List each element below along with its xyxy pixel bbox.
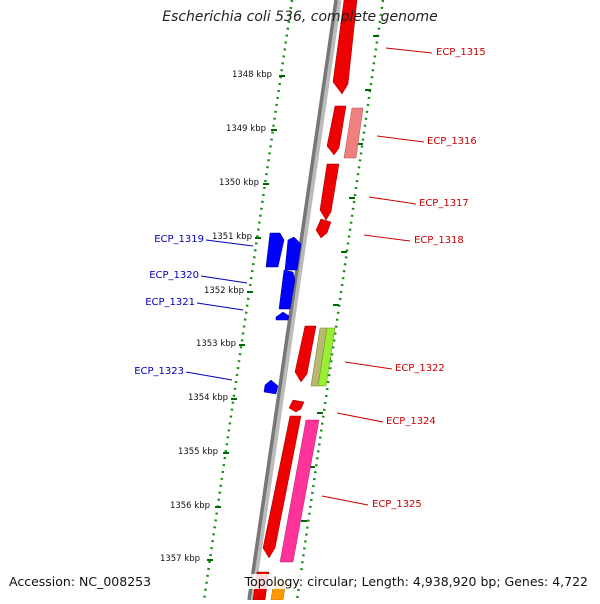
leader-line (363, 234, 411, 242)
topology-text: Topology: circular; Length: 4,938,920 bp… (242, 574, 590, 589)
leader-line (344, 361, 393, 370)
reverse-genes (263, 232, 302, 395)
gene-ecp-1320[interactable] (278, 269, 296, 310)
gene-label-ecp-1317[interactable]: ECP_1317 (419, 198, 469, 209)
gene-label-ecp-1325[interactable]: ECP_1325 (372, 499, 422, 510)
tick-label: 1355 kbp (178, 447, 218, 457)
leader-line (200, 275, 248, 284)
gene-label-ecp-1315[interactable]: ECP_1315 (436, 47, 486, 58)
gene-ecp-1315[interactable] (332, 0, 358, 95)
gene-label-ecp-1316[interactable]: ECP_1316 (427, 136, 477, 147)
gene-label-ecp-1321[interactable]: ECP_1321 (145, 297, 195, 308)
gene-ecp-1319-b[interactable] (284, 236, 302, 271)
leader-line (205, 239, 254, 247)
accession-text: Accession: NC_008253 (9, 574, 152, 589)
outer-track-right (295, 0, 385, 601)
gene-ecp-1316-b[interactable] (343, 107, 364, 159)
tick-label: 1349 kbp (226, 124, 266, 134)
gene-label-ecp-1324[interactable]: ECP_1324 (386, 416, 436, 427)
gene-ecp-1317[interactable] (319, 163, 340, 221)
leader-line (376, 135, 425, 143)
tick-label: 1357 kbp (160, 554, 200, 564)
gene-ecp-1316-a[interactable] (326, 105, 347, 156)
gene-ecp-1322-c[interactable] (317, 327, 336, 387)
gene-label-ecp-1323[interactable]: ECP_1323 (134, 366, 184, 377)
tick-label: 1354 kbp (188, 393, 228, 403)
gene-label-ecp-1322[interactable]: ECP_1322 (395, 363, 445, 374)
gene-label-ecp-1320[interactable]: ECP_1320 (149, 270, 199, 281)
tick-label: 1350 kbp (219, 178, 259, 188)
leader-line (185, 371, 233, 381)
right-track-ticks (301, 35, 379, 522)
leader-line (321, 495, 369, 506)
gene-ecp-1319-a[interactable] (265, 232, 285, 268)
tick-label: 1356 kbp (170, 501, 210, 511)
tick-label: 1348 kbp (232, 70, 272, 80)
outer-track-left (202, 0, 294, 601)
gene-ecp-1324[interactable] (288, 399, 305, 413)
scale-ticks (207, 75, 285, 561)
forward-genes (252, 0, 364, 601)
tick-label: 1353 kbp (196, 339, 236, 349)
backbone-line (247, 0, 338, 601)
gene-ecp-1318[interactable] (315, 218, 332, 239)
gene-ecp-1321[interactable] (275, 311, 290, 321)
backbone-shadow (247, 0, 342, 601)
gene-ecp-1323[interactable] (263, 379, 279, 395)
page-title: Escherichia coli 536, complete genome (162, 9, 438, 25)
gene-ecp-1325-b[interactable] (279, 419, 320, 563)
gene-label-ecp-1318[interactable]: ECP_1318 (414, 235, 464, 246)
leader-line (385, 47, 433, 54)
tick-label: 1352 kbp (204, 286, 244, 296)
leader-line (336, 412, 384, 423)
gene-ecp-1322-a[interactable] (294, 325, 317, 383)
gene-label-ecp-1319[interactable]: ECP_1319 (154, 234, 204, 245)
leader-line (196, 302, 244, 311)
gene-ecp-1325-a[interactable] (262, 415, 302, 559)
tick-label: 1351 kbp (212, 232, 252, 242)
leader-line (368, 196, 417, 205)
